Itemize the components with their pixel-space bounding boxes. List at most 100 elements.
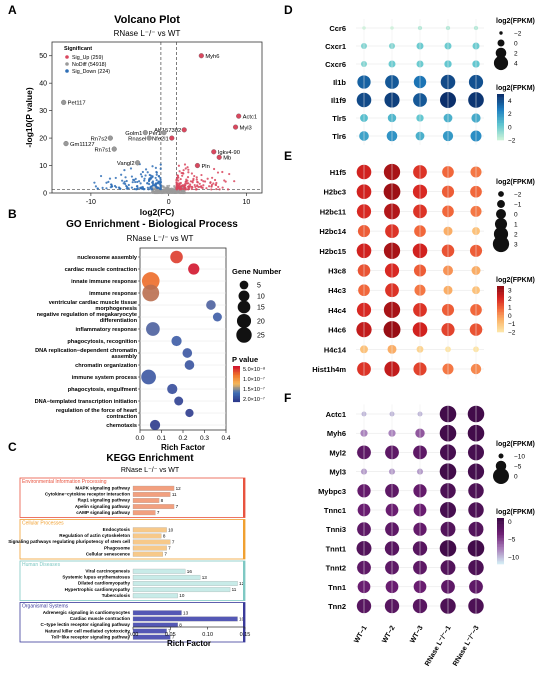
color-legend-label: −2: [508, 330, 516, 337]
color-legend-bar-segment: [497, 304, 504, 307]
color-legend-bar-segment: [497, 322, 504, 325]
sig-down-point: [120, 173, 123, 176]
sig-up-point: [200, 173, 203, 177]
color-legend-bar-segment: [497, 106, 504, 109]
kegg-bar-count: 7: [168, 546, 171, 551]
gene-label: Cxcr1: [325, 42, 346, 51]
color-legend-bar-segment: [497, 553, 504, 556]
sig-up-point: [212, 167, 216, 171]
sig-down-point: [144, 174, 147, 177]
color-legend-bar-segment: [497, 313, 504, 316]
sig-up-point: [193, 183, 196, 187]
sig-up-point: [185, 180, 188, 183]
sig-down-point: [135, 185, 139, 188]
color-legend-bar-segment: [497, 560, 504, 563]
go-term-bubble: [188, 263, 200, 275]
kegg-bar: [132, 593, 178, 599]
color-legend-bar-segment: [497, 318, 504, 321]
sig-down-point: [134, 180, 137, 184]
color-legend-bar-segment: [497, 533, 504, 536]
gene-label: Myh6: [205, 54, 219, 60]
sig-up-point: [215, 187, 218, 191]
histone-gene-dotplot: H1f5 H2bc3 H2bc11 H2bc14 H2bc15 H3c8 H4c3 H4c4 H…: [312, 162, 535, 379]
size-legend-title: log2(FPKM): [496, 179, 535, 186]
sig-down-point: [146, 186, 149, 189]
color-legend-bar-segment: [497, 527, 504, 530]
kegg-bar-count: 7: [168, 629, 171, 634]
kegg-bar-count: 12: [239, 581, 245, 586]
color-legend-bar-segment: [497, 289, 504, 291]
kegg-pathway-label: Hypertrophic cardiomyopathy: [65, 587, 131, 592]
color-legend-bar-segment: [497, 135, 504, 138]
sig-down-point: [143, 177, 146, 180]
legend-label: Sig_Down (224): [72, 69, 110, 75]
go-term-bubble: [142, 284, 160, 302]
color-legend-bar-segment: [497, 136, 504, 139]
color-legend-label: 1: [508, 304, 512, 311]
go-term-bubble: [174, 396, 184, 406]
kegg-bar-count: 16: [187, 569, 193, 574]
color-legend-label: 3: [508, 288, 512, 295]
labeled-gene-point: [216, 154, 222, 160]
color-legend-bar-segment: [497, 286, 504, 288]
sig-up-point: [186, 185, 190, 188]
sig-up-point: [186, 176, 190, 179]
sig-up-point: [182, 169, 185, 172]
gene-label: Myl2: [329, 448, 346, 457]
go-term-bubble: [141, 369, 156, 385]
kegg-group-label: Organismal Systems: [22, 604, 69, 610]
size-legend-label: 0: [514, 474, 518, 481]
sig-down-point: [142, 187, 145, 190]
size-legend-marker: [492, 235, 510, 253]
size-legend-title: log2(FPKM): [496, 441, 535, 448]
y-tick-label: 0: [43, 191, 47, 198]
kegg-bar: [132, 485, 175, 491]
sig-down-point: [150, 185, 153, 188]
sig-down-point: [108, 177, 112, 180]
kegg-group-label: Human Diseases: [22, 562, 61, 568]
sig-down-point: [96, 187, 99, 190]
gene-label: Igkv4-90: [218, 150, 240, 156]
sig-down-point: [132, 178, 135, 181]
gene-label: H4c6: [328, 326, 346, 335]
y-tick-label: 50: [39, 53, 47, 60]
size-legend-label: 2: [514, 232, 518, 239]
size-legend-marker: [237, 300, 251, 314]
gene-label: H3c8: [328, 267, 346, 276]
size-legend-title: Gene Number: [232, 267, 281, 276]
color-legend-bar-segment: [233, 379, 240, 382]
sig-down-point: [124, 182, 127, 186]
kegg-group-color-strip: [243, 561, 245, 601]
sig-up-point: [196, 180, 199, 184]
go-term-bubble: [146, 322, 160, 336]
panel-letter-a: A: [8, 3, 17, 17]
sig-down-point: [159, 178, 162, 181]
sig-up-point: [218, 188, 221, 191]
sig-up-point: [177, 176, 180, 179]
color-legend-bar-segment: [497, 556, 504, 559]
labeled-gene-point: [236, 113, 242, 119]
kegg-bar-count: 8: [161, 498, 164, 503]
sig-up-point: [221, 186, 224, 189]
x-tick-label: 0.10: [202, 632, 213, 638]
go-title: GO Enrichment - Biological Process: [66, 219, 238, 230]
color-legend-bar-segment: [497, 547, 504, 549]
color-legend-bar-segment: [233, 400, 240, 403]
sig-down-point: [154, 166, 157, 169]
nodiff-point: [151, 189, 155, 192]
sig-up-point: [195, 178, 198, 181]
color-legend-bar-segment: [233, 382, 240, 385]
color-legend-bar-segment: [497, 325, 504, 328]
kegg-pathway-label: Toll−like receptor signaling pathway: [51, 634, 130, 639]
color-legend-bar-segment: [497, 551, 504, 554]
y-tick-label: 20: [39, 136, 47, 143]
size-legend-marker: [236, 327, 252, 343]
kegg-bar-count: 7: [157, 510, 160, 515]
sig-down-point: [93, 181, 96, 184]
gene-label: H2bc15: [319, 247, 346, 256]
color-legend-bar-segment: [233, 393, 240, 395]
gene-label: H4c4: [328, 306, 347, 315]
sig-up-point: [200, 186, 203, 189]
color-legend-bar-segment: [497, 542, 504, 545]
color-legend-bar-segment: [497, 518, 504, 520]
